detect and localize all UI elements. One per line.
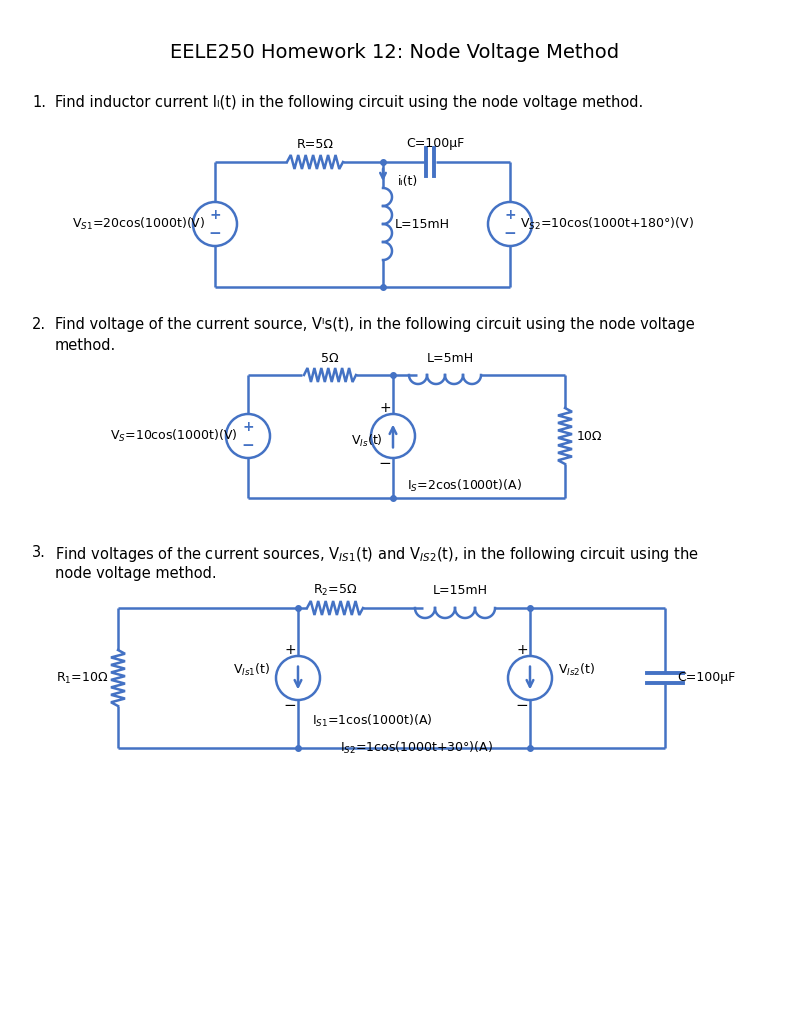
- Text: node voltage method.: node voltage method.: [55, 566, 217, 581]
- Text: −: −: [504, 225, 517, 241]
- Text: +: +: [504, 208, 516, 222]
- Text: −: −: [284, 698, 297, 714]
- Text: V$_S$=10cos(1000t)(V): V$_S$=10cos(1000t)(V): [110, 428, 238, 444]
- Text: 10Ω: 10Ω: [577, 429, 603, 442]
- Text: EELE250 Homework 12: Node Voltage Method: EELE250 Homework 12: Node Voltage Method: [170, 43, 619, 61]
- Text: method.: method.: [55, 338, 116, 353]
- Text: V$_{S1}$=20cos(1000t)(V): V$_{S1}$=20cos(1000t)(V): [72, 216, 205, 232]
- Text: C=100μF: C=100μF: [677, 672, 736, 684]
- Text: I$_S$=2cos(1000t)(A): I$_S$=2cos(1000t)(A): [407, 478, 522, 494]
- Text: R$_2$=5Ω: R$_2$=5Ω: [313, 583, 358, 598]
- Text: 3.: 3.: [32, 545, 46, 560]
- Text: R$_1$=10Ω: R$_1$=10Ω: [56, 671, 108, 685]
- Text: L=15mH: L=15mH: [433, 584, 487, 597]
- Text: V$_{Is2}$(t): V$_{Is2}$(t): [558, 662, 596, 678]
- Text: I$_{S2}$=1cos(1000t+30°)(A): I$_{S2}$=1cos(1000t+30°)(A): [340, 740, 493, 756]
- Text: −: −: [516, 698, 528, 714]
- Text: +: +: [242, 420, 254, 434]
- Text: −: −: [379, 457, 392, 471]
- Text: C=100μF: C=100μF: [406, 137, 464, 151]
- Text: V$_{S2}$=10cos(1000t+180°)(V): V$_{S2}$=10cos(1000t+180°)(V): [520, 216, 694, 232]
- Text: iₗ(t): iₗ(t): [398, 175, 418, 188]
- Text: +: +: [379, 401, 391, 415]
- Text: L=5mH: L=5mH: [426, 351, 474, 365]
- Text: −: −: [241, 437, 255, 453]
- Text: Find inductor current Iₗ(t) in the following circuit using the node voltage meth: Find inductor current Iₗ(t) in the follo…: [55, 95, 643, 110]
- Text: Find voltage of the current source, Vᴵs(t), in the following circuit using the n: Find voltage of the current source, Vᴵs(…: [55, 317, 694, 332]
- Text: V$_{Is}$(t): V$_{Is}$(t): [351, 433, 383, 450]
- Text: I$_{S1}$=1cos(1000t)(A): I$_{S1}$=1cos(1000t)(A): [312, 713, 433, 729]
- Text: R=5Ω: R=5Ω: [297, 137, 334, 151]
- Text: 5Ω: 5Ω: [321, 351, 339, 365]
- Text: −: −: [209, 225, 221, 241]
- Text: 2.: 2.: [32, 317, 46, 332]
- Text: +: +: [209, 208, 221, 222]
- Text: V$_{Is1}$(t): V$_{Is1}$(t): [233, 662, 270, 678]
- Text: 1.: 1.: [32, 95, 46, 110]
- Text: +: +: [517, 643, 528, 657]
- Text: +: +: [284, 643, 296, 657]
- Text: L=15mH: L=15mH: [395, 217, 450, 230]
- Text: Find voltages of the current sources, V$_{IS1}$(t) and V$_{IS2}$(t), in the foll: Find voltages of the current sources, V$…: [55, 545, 698, 564]
